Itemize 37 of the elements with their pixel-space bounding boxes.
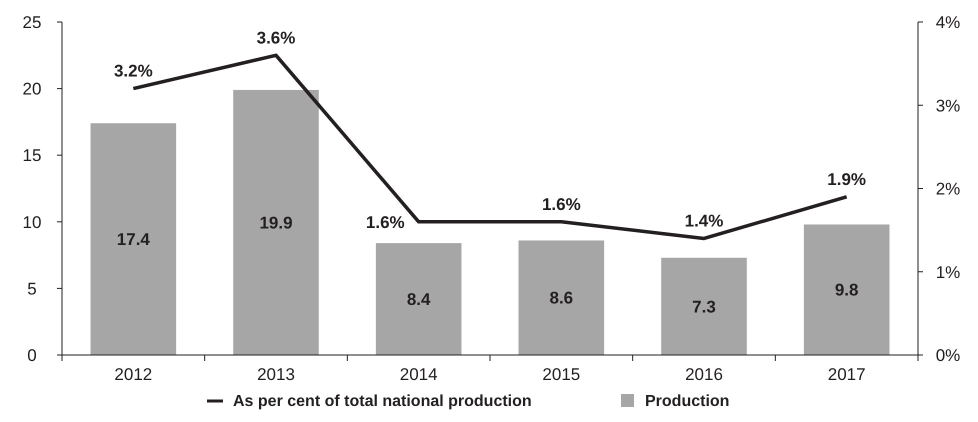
y2-tick-label: 4%: [936, 13, 960, 32]
data-label: 17.4: [116, 230, 150, 250]
y2-tick-label: 1%: [936, 262, 960, 282]
x-tick-label: 2012: [114, 365, 152, 384]
x-tick-label: 2017: [828, 365, 866, 384]
y2-tick-label: 0%: [936, 346, 960, 365]
bar: [518, 240, 604, 355]
x-tick-label: 2013: [257, 365, 295, 384]
bar: [804, 224, 890, 355]
y2-tick-label: 3%: [936, 96, 960, 116]
y2-tick-label: 2%: [936, 180, 960, 198]
data-label: 9.8: [834, 280, 858, 300]
x-tick-label: 2014: [400, 365, 438, 384]
bar: [90, 123, 176, 355]
y-tick-label: 0: [27, 346, 37, 365]
y-tick-label: 25: [22, 13, 42, 32]
y-tick-label: 15: [22, 146, 42, 166]
data-label: 3.2%: [114, 62, 153, 81]
y-tick-label: 5: [27, 279, 37, 298]
data-label: 19.9: [259, 213, 293, 232]
data-label: 1.4%: [684, 211, 724, 230]
x-tick-label: 2016: [685, 365, 723, 384]
data-label: 1.6%: [366, 212, 405, 232]
bar: [661, 258, 747, 355]
data-label: 3.6%: [256, 28, 296, 48]
legend-label: Production: [645, 393, 730, 410]
bar: [376, 243, 462, 355]
y-tick-label: 20: [22, 80, 42, 99]
legend-label: As per cent of total national production: [233, 393, 532, 410]
y-tick-label: 10: [22, 212, 42, 232]
bar: [233, 90, 319, 355]
data-label: 8.4: [406, 290, 432, 310]
data-label: 7.3: [692, 297, 716, 316]
x-tick-label: 2015: [542, 365, 580, 384]
data-label: 1.6%: [542, 194, 581, 214]
data-label: 1.9%: [827, 170, 866, 189]
data-label: 8.6: [550, 288, 574, 308]
